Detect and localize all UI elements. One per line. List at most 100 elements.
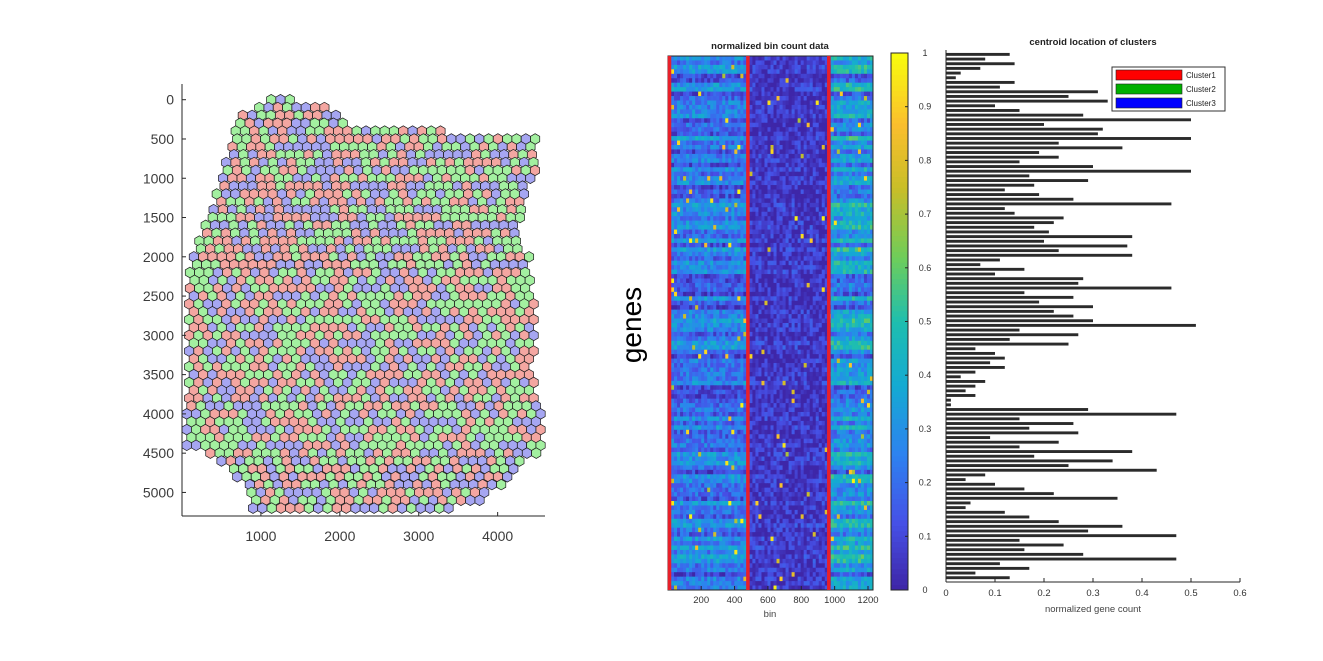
heatmap-cell (764, 100, 768, 106)
heatmap-cell (857, 64, 862, 70)
heatmap-cell (866, 122, 871, 128)
heatmap-cell (692, 251, 696, 257)
heatmap-cell (788, 73, 792, 79)
heatmap-cell (866, 247, 871, 253)
heatmap-cell (698, 265, 702, 270)
heatmap-cell (722, 189, 726, 195)
heatmap-cell (695, 198, 699, 204)
heatmap-cell (791, 122, 796, 128)
heatmap-cell (860, 167, 865, 173)
heatmap-cell (671, 265, 675, 270)
heatmap-cell (767, 122, 771, 128)
heatmap-cell (788, 247, 792, 253)
heatmap-cell (785, 60, 789, 66)
heatmap-cell (866, 198, 871, 204)
heatmap-cell (755, 136, 759, 141)
heatmap-cell (737, 145, 741, 150)
heatmap-cell (776, 171, 780, 177)
heatmap-cell (797, 234, 802, 239)
heatmap-cell (770, 256, 774, 262)
heatmap-cell (728, 87, 732, 92)
heatmap-cell (671, 122, 675, 128)
heatmap-cell (722, 176, 726, 181)
heatmap-cell (812, 104, 817, 110)
heatmap-cell (803, 193, 808, 199)
heatmap-cell (707, 118, 711, 124)
heatmap-cell (794, 260, 799, 266)
heatmap-cell (809, 185, 814, 190)
heatmap-cell (725, 131, 729, 137)
heatmap-cell (680, 109, 684, 115)
heatmap-cell (776, 180, 780, 186)
heatmap-cell (764, 122, 768, 128)
heatmap-cell (752, 216, 756, 222)
heatmap-cell (806, 131, 811, 137)
heatmap-cell (716, 60, 720, 66)
heatmap-cell (707, 256, 711, 262)
heatmap-cell (821, 122, 826, 128)
heatmap-cell (803, 56, 808, 61)
heatmap-cell (851, 176, 856, 181)
heatmap-cell (836, 127, 841, 133)
heatmap-cell (794, 73, 799, 79)
heatmap-cell (767, 109, 771, 115)
heatmap-cell (719, 113, 723, 119)
heatmap-cell (740, 145, 744, 150)
heatmap-cell (818, 198, 823, 204)
heatmap-cell (866, 78, 871, 84)
heatmap-cell (680, 158, 684, 164)
heatmap-cell (710, 113, 714, 119)
heatmap-cell (812, 64, 817, 70)
heatmap-cell (722, 247, 726, 253)
heatmap-cell (842, 256, 847, 262)
heatmap-cell (758, 198, 762, 204)
heatmap-cell (851, 193, 856, 199)
heatmap-cell (683, 64, 687, 70)
heatmap-cell (758, 136, 762, 141)
heatmap-cell (854, 140, 859, 146)
heatmap-cell (842, 113, 847, 119)
heatmap-cell (755, 198, 759, 204)
heatmap-cell (821, 78, 826, 84)
heatmap-cell (830, 202, 835, 208)
heatmap-cell (785, 229, 789, 235)
heatmap-cell (848, 162, 853, 168)
heatmap-cell (809, 87, 814, 92)
heatmap-cell (755, 104, 759, 110)
heatmap-cell (863, 109, 868, 115)
heatmap-cell (803, 69, 808, 75)
heatmap-cell (683, 225, 687, 230)
heatmap-cell (779, 131, 783, 137)
hex-spot (191, 439, 202, 452)
heatmap-cell (674, 171, 678, 177)
heatmap-cell (830, 247, 835, 253)
heatmap-cell (866, 207, 871, 213)
heatmap-cell (755, 131, 759, 137)
heatmap-cell (836, 78, 841, 84)
heatmap-cell (788, 104, 792, 110)
heatmap-cell (776, 176, 780, 181)
heatmap-cell (752, 60, 756, 66)
heatmap-cell (725, 78, 729, 84)
heatmap-cell (716, 171, 720, 177)
heatmap-cell (767, 216, 771, 222)
heatmap-cell (692, 109, 696, 115)
heatmap-cell (725, 136, 729, 141)
heatmap-cell (803, 189, 808, 195)
heatmap-cell (758, 56, 762, 61)
heatmap-cell (701, 185, 705, 190)
heatmap-cell (797, 87, 802, 92)
heatmap-cell (716, 234, 720, 239)
heatmap-cell (854, 136, 859, 141)
heatmap-cell (749, 251, 753, 257)
heatmap-cell (818, 73, 823, 79)
heatmap-cell (722, 131, 726, 137)
heatmap-cell (731, 91, 735, 97)
heatmap-cell (737, 91, 741, 97)
heatmap-cell (794, 78, 799, 84)
heatmap-cell (689, 229, 693, 235)
heatmap-cell (815, 113, 820, 119)
map-y-tick-label: 0 (166, 92, 174, 108)
heatmap-cell (830, 113, 835, 119)
heatmap-cell (761, 176, 765, 181)
